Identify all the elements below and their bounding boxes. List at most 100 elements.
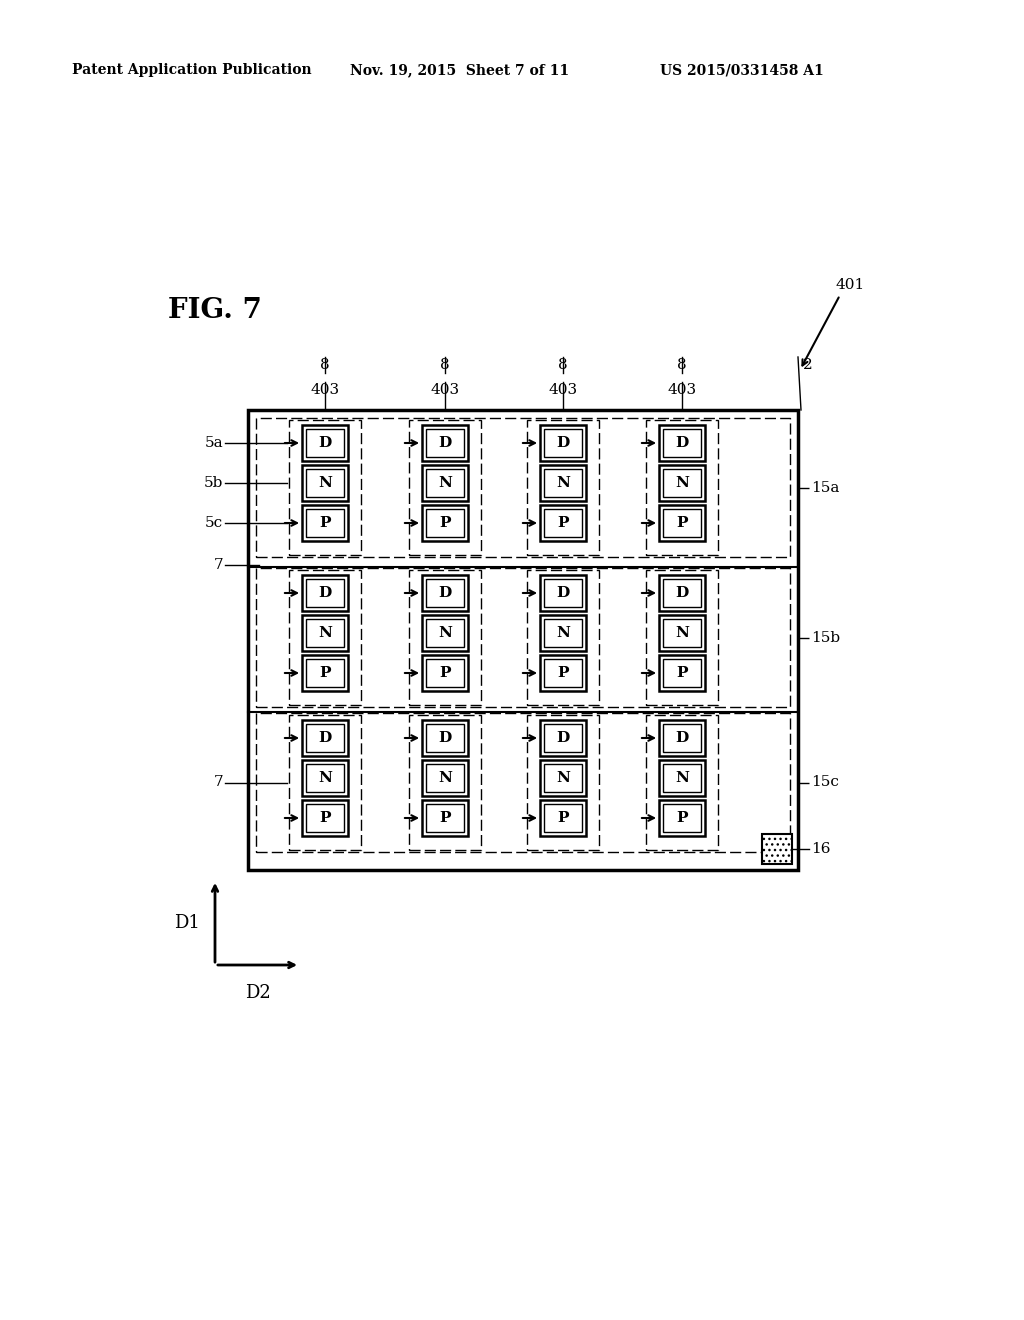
Bar (540, 465, 586, 502)
Text: N: N (318, 477, 332, 490)
Text: FIG. 7: FIG. 7 (168, 297, 262, 323)
Bar (544, 429, 582, 457)
Text: 5b: 5b (204, 477, 223, 490)
Bar (659, 719, 705, 756)
Bar (306, 764, 344, 792)
Bar (540, 425, 586, 461)
Bar (422, 615, 468, 651)
Text: D: D (676, 436, 688, 450)
Text: P: P (557, 516, 568, 531)
Bar (422, 655, 468, 690)
Bar (422, 465, 468, 502)
Text: P: P (676, 667, 688, 680)
Bar (409, 715, 481, 850)
Text: 8: 8 (321, 358, 330, 372)
Bar (302, 425, 348, 461)
Text: N: N (675, 771, 689, 785)
Text: D: D (676, 731, 688, 744)
Bar (663, 804, 701, 832)
Text: D1: D1 (174, 913, 200, 932)
Bar (302, 465, 348, 502)
Bar (248, 411, 798, 870)
Bar (422, 506, 468, 541)
Bar (306, 469, 344, 498)
Bar (663, 469, 701, 498)
Bar (426, 804, 464, 832)
Bar (762, 834, 792, 865)
Text: 5a: 5a (205, 436, 223, 450)
Text: Patent Application Publication: Patent Application Publication (72, 63, 311, 77)
Bar (302, 655, 348, 690)
Text: D: D (556, 731, 569, 744)
Bar (302, 615, 348, 651)
Bar (306, 804, 344, 832)
Text: 403: 403 (668, 383, 696, 397)
Bar (544, 469, 582, 498)
Text: N: N (556, 626, 570, 640)
Text: D: D (438, 586, 452, 601)
Bar (306, 659, 344, 686)
Text: D: D (318, 586, 332, 601)
Text: N: N (438, 771, 452, 785)
Text: P: P (319, 667, 331, 680)
Text: N: N (556, 771, 570, 785)
Text: 7: 7 (213, 776, 223, 789)
Bar (646, 420, 718, 554)
Text: N: N (675, 477, 689, 490)
Bar (289, 570, 361, 705)
Bar (256, 418, 790, 557)
Bar (302, 760, 348, 796)
Text: N: N (318, 771, 332, 785)
Bar (426, 723, 464, 752)
Text: P: P (319, 516, 331, 531)
Bar (663, 619, 701, 647)
Text: P: P (557, 810, 568, 825)
Text: D: D (556, 586, 569, 601)
Bar (544, 579, 582, 607)
Text: D: D (318, 436, 332, 450)
Bar (527, 420, 599, 554)
Text: N: N (438, 477, 452, 490)
Bar (422, 760, 468, 796)
Bar (544, 723, 582, 752)
Text: 16: 16 (811, 842, 830, 855)
Text: 15a: 15a (811, 480, 840, 495)
Bar (306, 429, 344, 457)
Text: 403: 403 (310, 383, 340, 397)
Bar (422, 425, 468, 461)
Bar (663, 723, 701, 752)
Text: 7: 7 (213, 558, 223, 572)
Bar (540, 506, 586, 541)
Text: P: P (439, 667, 451, 680)
Bar (663, 764, 701, 792)
Bar (540, 576, 586, 611)
Bar (306, 510, 344, 537)
Text: P: P (439, 810, 451, 825)
Bar (426, 429, 464, 457)
Text: 8: 8 (677, 358, 687, 372)
Bar (306, 723, 344, 752)
Text: P: P (319, 810, 331, 825)
Text: 401: 401 (836, 279, 865, 292)
Bar (426, 659, 464, 686)
Text: P: P (439, 516, 451, 531)
Bar (540, 719, 586, 756)
Bar (422, 576, 468, 611)
Bar (646, 570, 718, 705)
Bar (663, 429, 701, 457)
Bar (544, 510, 582, 537)
Bar (426, 510, 464, 537)
Text: D: D (556, 436, 569, 450)
Text: N: N (438, 626, 452, 640)
Bar (289, 420, 361, 554)
Bar (422, 800, 468, 836)
Bar (289, 715, 361, 850)
Text: US 2015/0331458 A1: US 2015/0331458 A1 (660, 63, 823, 77)
Bar (544, 764, 582, 792)
Bar (544, 619, 582, 647)
Bar (659, 655, 705, 690)
Text: D: D (318, 731, 332, 744)
Bar (426, 469, 464, 498)
Text: 403: 403 (430, 383, 460, 397)
Bar (659, 425, 705, 461)
